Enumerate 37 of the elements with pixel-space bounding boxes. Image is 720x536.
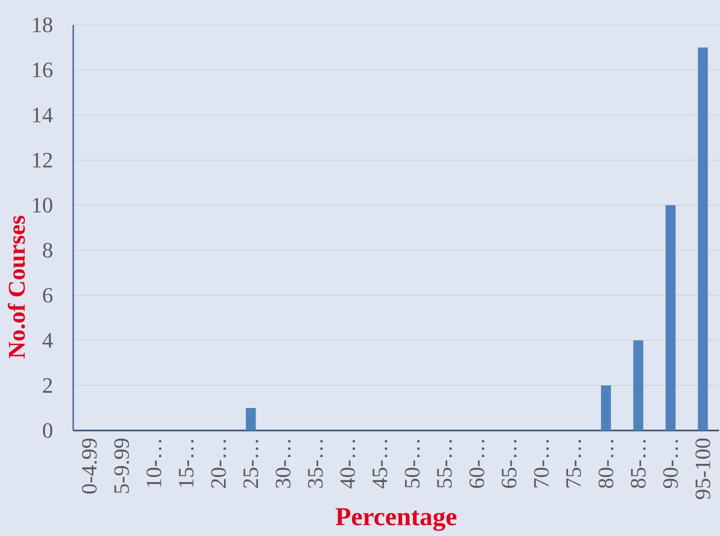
x-tick-label: 75-… xyxy=(566,440,582,488)
bar xyxy=(698,47,708,430)
x-tick-label: 0-4.99 xyxy=(82,438,97,494)
y-tick-label: 4 xyxy=(42,333,53,348)
x-tick-label: 80-… xyxy=(598,440,614,488)
bar xyxy=(246,408,256,430)
x-tick-label: 30-… xyxy=(276,440,291,488)
x-tick-label: 15-… xyxy=(178,440,194,487)
y-tick-label: 8 xyxy=(42,242,52,258)
x-tick-label: 45-… xyxy=(372,440,388,488)
x-tick-label: 25-… xyxy=(243,440,258,488)
y-tick-label: 16 xyxy=(33,62,52,78)
bar xyxy=(601,385,611,430)
y-tick-label: 0 xyxy=(42,423,52,438)
x-tick-label: 85-… xyxy=(630,440,646,488)
x-tick-label: 10-… xyxy=(146,440,162,487)
bar xyxy=(666,205,676,430)
y-tick-label: 10 xyxy=(33,198,52,213)
y-axis-title: No.of Courses xyxy=(8,216,26,358)
bar xyxy=(633,340,644,430)
y-tick-label: 12 xyxy=(33,152,52,168)
x-tick-label: 40-… xyxy=(340,440,356,488)
x-tick-label: 20-… xyxy=(211,440,226,488)
y-tick-label: 18 xyxy=(33,17,52,32)
y-tick-label: 2 xyxy=(43,378,52,393)
x-tick-label: 55-… xyxy=(437,440,452,488)
x-tick-label: 95-100 xyxy=(695,438,710,500)
x-axis-title: Percentage xyxy=(336,508,456,531)
y-tick-label: 14 xyxy=(33,108,53,122)
x-tick-label: 65-… xyxy=(502,440,517,488)
x-tick-label: 70-… xyxy=(534,440,549,488)
x-tick-label: 90-… xyxy=(663,440,678,488)
x-tick-label: 35-… xyxy=(308,440,323,488)
y-tick-label: 6 xyxy=(43,288,52,303)
x-tick-label: 50-… xyxy=(404,440,420,488)
x-tick-label: 60-… xyxy=(469,440,484,488)
x-tick-label: 5-9.99 xyxy=(114,438,130,493)
